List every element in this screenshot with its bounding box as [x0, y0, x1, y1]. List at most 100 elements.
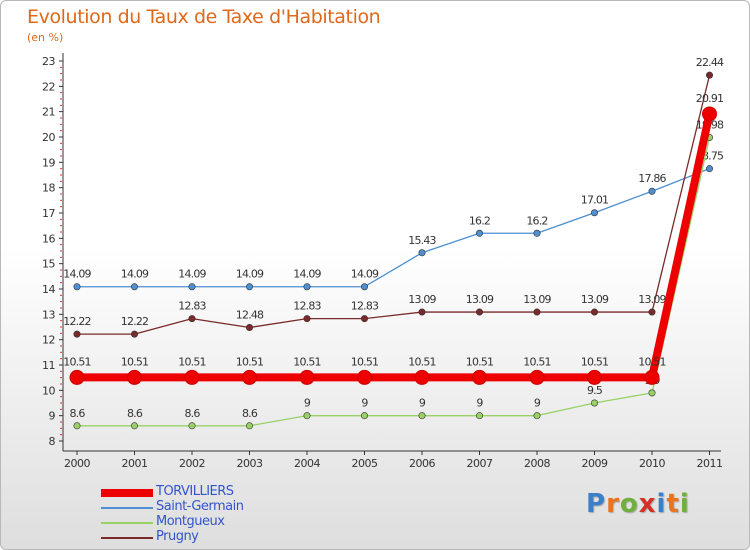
data-point-torvilliers-2001	[127, 369, 142, 385]
legend-swatch-montgueux	[101, 522, 153, 524]
data-point-saint-germain-2001	[131, 283, 139, 291]
data-point-montgueux-2008	[533, 412, 541, 420]
data-point-prugny-2011	[705, 71, 713, 79]
x-tick-label-2002: 2002	[179, 457, 205, 470]
data-point-torvilliers-2006	[414, 369, 430, 385]
data-label-torvilliers-2005: 10.51	[351, 355, 379, 368]
data-point-torvilliers-2003	[242, 369, 257, 385]
data-label-montgueux-2001: 8.6	[127, 407, 143, 420]
data-label-montgueux-2009: 9.5	[587, 384, 603, 397]
data-point-saint-germain-2009	[590, 209, 598, 217]
y-tick-label-18: 18	[42, 182, 55, 195]
data-label-prugny-2001: 12.22	[121, 315, 149, 328]
data-point-saint-germain-2003	[246, 283, 254, 291]
data-label-torvilliers-2000: 10.51	[63, 355, 91, 368]
series-line-saint-germain	[77, 168, 710, 288]
y-tick-label-22: 22	[42, 80, 55, 93]
y-tick-label-20: 20	[42, 131, 55, 144]
data-point-torvilliers-2011	[702, 106, 717, 122]
data-label-prugny-2010: 13.09	[638, 293, 666, 306]
data-label-torvilliers-2002: 10.51	[178, 355, 206, 368]
data-label-montgueux-2005: 9	[361, 397, 368, 410]
data-label-torvilliers-2001: 10.51	[121, 355, 149, 368]
legend-label-montgueux: Montgueux	[156, 514, 225, 529]
data-point-montgueux-2003	[246, 422, 254, 430]
data-label-saint-germain-2002: 14.09	[178, 268, 206, 281]
data-label-saint-germain-2003: 14.09	[236, 268, 264, 281]
x-tick-label-2003: 2003	[237, 457, 263, 470]
data-point-montgueux-2005	[360, 412, 368, 420]
logo-letter: r	[606, 489, 620, 519]
data-point-saint-germain-2000	[73, 283, 81, 291]
logo-letter: P	[586, 489, 607, 519]
x-tick-label-2007: 2007	[467, 457, 493, 470]
data-label-torvilliers-2008: 10.51	[523, 355, 551, 368]
data-point-torvilliers-2007	[472, 369, 487, 385]
data-point-prugny-2003	[246, 324, 254, 332]
data-point-prugny-2005	[360, 315, 368, 323]
data-point-torvilliers-2010	[644, 369, 660, 385]
legend-item-torvilliers: TORVILLIERS	[101, 484, 361, 500]
data-label-prugny-2002: 12.83	[178, 300, 206, 313]
series-line-montgueux	[77, 137, 711, 427]
x-tick-label-2001: 2001	[122, 457, 148, 470]
data-point-prugny-2010	[648, 308, 656, 316]
data-point-torvilliers-2008	[529, 369, 545, 385]
data-label-saint-germain-2004: 14.09	[293, 268, 321, 281]
data-label-montgueux-2007: 9	[476, 397, 483, 410]
y-tick-label-8: 8	[49, 435, 56, 448]
data-point-torvilliers-2004	[299, 369, 315, 385]
data-point-torvilliers-2005	[357, 369, 372, 385]
data-label-prugny-2004: 12.83	[293, 300, 321, 313]
y-tick-label-12: 12	[42, 334, 55, 347]
data-label-torvilliers-2011: 20.91	[696, 92, 724, 105]
data-label-torvilliers-2010: 10.51	[638, 355, 666, 368]
data-point-prugny-2000	[73, 330, 81, 338]
data-label-torvilliers-2006: 10.51	[408, 355, 436, 368]
series-line-torvilliers	[77, 113, 714, 382]
data-point-montgueux-2010	[648, 389, 656, 397]
data-point-montgueux-2006	[418, 412, 426, 420]
legend-item-saint-germain: Saint-Germain	[101, 499, 361, 515]
data-label-saint-germain-2005: 14.09	[351, 268, 379, 281]
chart-title: Evolution du Taux de Taxe d'Habitation	[27, 6, 381, 28]
y-tick-label-10: 10	[42, 384, 55, 397]
data-label-montgueux-2008: 9	[534, 397, 541, 410]
data-point-torvilliers-2000	[69, 369, 85, 385]
x-tick-label-2009: 2009	[582, 457, 608, 470]
data-label-montgueux-2000: 8.6	[69, 407, 85, 420]
data-label-saint-germain-2009: 17.01	[581, 194, 609, 207]
data-label-prugny-2006: 13.09	[408, 293, 436, 306]
y-tick-label-21: 21	[42, 106, 55, 119]
chart-subtitle: (en %)	[27, 31, 64, 44]
x-tick-label-2004: 2004	[294, 457, 320, 470]
data-label-prugny-2000: 12.22	[63, 315, 91, 328]
x-tick-label-2008: 2008	[524, 457, 550, 470]
data-point-saint-germain-2011	[705, 165, 713, 173]
logo-letter: i	[656, 489, 667, 519]
y-tick-label-15: 15	[42, 258, 55, 271]
data-point-prugny-2004	[303, 315, 311, 323]
x-tick-label-2000: 2000	[64, 457, 90, 470]
y-tick-label-23: 23	[42, 55, 55, 68]
proxiti-logo: Proxiti	[586, 489, 690, 519]
logo-letter: i	[679, 489, 690, 519]
legend-item-prugny: Prugny	[101, 529, 361, 545]
data-point-saint-germain-2006	[418, 249, 426, 257]
series-line-prugny	[77, 75, 711, 335]
data-point-prugny-2001	[131, 330, 139, 338]
data-label-prugny-2008: 13.09	[523, 293, 551, 306]
logo-letter: o	[619, 489, 639, 519]
x-tick-label-2005: 2005	[352, 457, 378, 470]
x-tick-label-2010: 2010	[639, 457, 665, 470]
y-tick-label-14: 14	[42, 283, 55, 296]
legend: TORVILLIERS Saint-Germain Montgueux Prug…	[101, 484, 361, 545]
data-point-montgueux-2004	[303, 412, 311, 420]
data-point-saint-germain-2005	[360, 283, 368, 291]
data-point-saint-germain-2004	[303, 283, 311, 291]
data-label-saint-germain-2010: 17.86	[638, 172, 666, 185]
data-point-saint-germain-2010	[648, 187, 656, 195]
data-label-saint-germain-2006: 15.43	[408, 234, 436, 247]
